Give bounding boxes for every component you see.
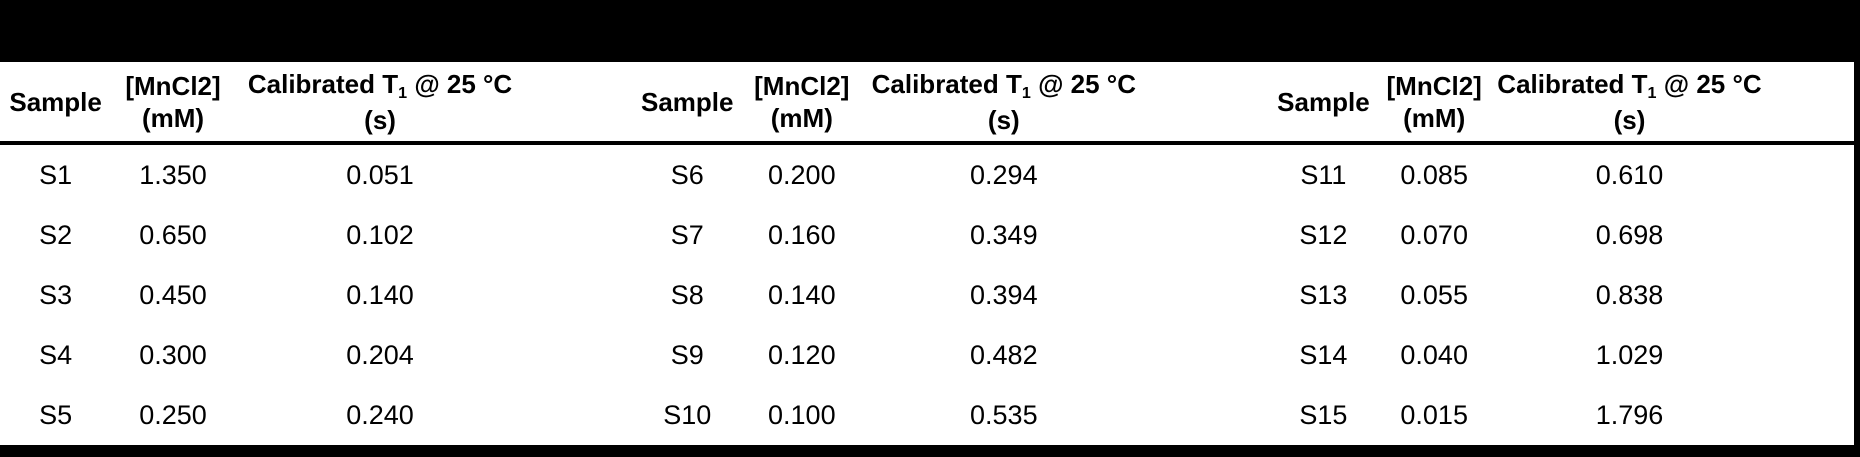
table-row: S1 1.350 0.051 xyxy=(0,145,618,205)
t1-subscript: 1 xyxy=(398,83,408,102)
col-header-sample: Sample xyxy=(641,86,734,117)
mncl2-cell: 0.120 xyxy=(768,339,836,370)
table-row: S13 0.055 0.838 xyxy=(1271,265,1854,325)
col-header-t1-line2: (s) xyxy=(1613,104,1646,135)
bottom-black-band xyxy=(0,445,1860,457)
sample-cell: S12 xyxy=(1299,219,1348,250)
col-header-mncl2-line1: [MnCl2] xyxy=(125,70,221,101)
header-group-3: Sample [MnCl2] (mM) Calibrated T1 @ 25 °… xyxy=(1236,62,1854,141)
mncl2-cell: 0.200 xyxy=(768,159,836,190)
t1-cell: 0.482 xyxy=(970,339,1038,370)
t1-cell: 0.610 xyxy=(1595,159,1664,190)
sample-cell: S11 xyxy=(1300,159,1347,190)
table-row: S3 0.450 0.140 xyxy=(0,265,618,325)
t1-cell: 0.838 xyxy=(1595,279,1664,310)
t1-cell: 1.029 xyxy=(1595,339,1664,370)
mncl2-cell: 0.300 xyxy=(139,339,207,370)
col-header-sample: Sample xyxy=(9,86,102,117)
mncl2-cell: 0.140 xyxy=(768,279,836,310)
table-header-row: Sample [MnCl2] (mM) Calibrated T1 @ 25 °… xyxy=(0,62,1860,145)
mncl2-cell: 0.450 xyxy=(139,279,207,310)
t1-cell: 0.051 xyxy=(346,159,414,190)
t1-subscript: 1 xyxy=(1021,83,1031,102)
col-header-mncl2-line2: (mM) xyxy=(1403,102,1466,133)
t1-cell: 0.204 xyxy=(346,339,414,370)
t1-cell: 0.349 xyxy=(970,219,1038,250)
header-group-2: Sample [MnCl2] (mM) Calibrated T1 @ 25 °… xyxy=(618,62,1236,141)
right-black-band xyxy=(1854,0,1860,457)
sample-cell: S1 xyxy=(39,159,73,190)
mncl2-cell: 0.040 xyxy=(1400,339,1468,370)
sample-cell: S13 xyxy=(1299,279,1348,310)
t1-cell: 0.240 xyxy=(346,399,414,430)
t1-cell: 0.102 xyxy=(346,219,414,250)
mncl2-cell: 0.085 xyxy=(1400,159,1468,190)
mncl2-cell: 0.015 xyxy=(1400,399,1468,430)
table-row: S6 0.200 0.294 xyxy=(633,145,1236,205)
col-header-mncl2-line2: (mM) xyxy=(141,102,205,133)
col-header-t1-line2: (s) xyxy=(364,104,396,135)
t1-subscript: 1 xyxy=(1647,83,1657,102)
sample-cell: S4 xyxy=(39,339,73,370)
table-row: S10 0.100 0.535 xyxy=(633,385,1236,445)
body-group-3: S11 0.085 0.610 S12 0.070 0.698 S13 0.055 0.838 S… xyxy=(1236,145,1854,445)
sample-cell: S6 xyxy=(670,159,704,190)
sample-cell: S8 xyxy=(670,279,704,310)
header-group-1: Sample [MnCl2] (mM) Calibrated T1 @ 25 °… xyxy=(0,62,618,141)
table-row: S5 0.250 0.240 xyxy=(0,385,618,445)
sample-cell: S14 xyxy=(1299,339,1348,370)
top-black-band xyxy=(0,0,1860,62)
sample-cell: S2 xyxy=(39,219,73,250)
sample-cell: S9 xyxy=(670,339,704,370)
sample-cell: S15 xyxy=(1299,399,1348,430)
sample-cell: S7 xyxy=(670,219,704,250)
table-row: S2 0.650 0.102 xyxy=(0,205,618,265)
col-header-sample: Sample xyxy=(1277,86,1370,117)
col-header-mncl2: [MnCl2] (mM) xyxy=(1376,70,1493,134)
mncl2-cell: 0.070 xyxy=(1400,219,1468,250)
mncl2-cell: 0.160 xyxy=(768,219,836,250)
col-header-t1-line2: (s) xyxy=(987,104,1020,135)
table-row: S7 0.160 0.349 xyxy=(633,205,1236,265)
col-header-t1-line1: Calibrated T1 @ 25 °C xyxy=(1497,68,1762,102)
col-header-mncl2: [MnCl2] (mM) xyxy=(111,70,235,134)
table-row: S8 0.140 0.394 xyxy=(633,265,1236,325)
t1-cell: 0.535 xyxy=(970,399,1038,430)
t1-cell: 0.394 xyxy=(970,279,1038,310)
body-group-2: S6 0.200 0.294 S7 0.160 0.349 S8 0.140 0.394 S9 0.… xyxy=(618,145,1236,445)
t1-cell: 0.294 xyxy=(970,159,1038,190)
mncl2-cell: 0.250 xyxy=(139,399,207,430)
table-row: S9 0.120 0.482 xyxy=(633,325,1236,385)
col-header-t1: Calibrated T1 @ 25 °C (s) xyxy=(1492,68,1766,136)
col-header-t1: Calibrated T1 @ 25 °C (s) xyxy=(862,68,1145,136)
mncl2-cell: 0.100 xyxy=(768,399,836,430)
body-group-1: S1 1.350 0.051 S2 0.650 0.102 S3 0.450 0.140 S4 0.… xyxy=(0,145,618,445)
mncl2-cell: 0.055 xyxy=(1400,279,1468,310)
sample-cell: S10 xyxy=(663,399,712,430)
col-header-mncl2: [MnCl2] (mM) xyxy=(742,70,863,134)
sample-cell: S5 xyxy=(39,399,73,430)
col-header-t1: Calibrated T1 @ 25 °C (s) xyxy=(235,68,525,136)
t1-cell: 0.140 xyxy=(346,279,414,310)
table-row: S14 0.040 1.029 xyxy=(1271,325,1854,385)
table-row: S15 0.015 1.796 xyxy=(1271,385,1854,445)
t1-cell: 0.698 xyxy=(1595,219,1664,250)
col-header-mncl2-line1: [MnCl2] xyxy=(754,70,850,101)
table-row: S12 0.070 0.698 xyxy=(1271,205,1854,265)
mncl2-cell: 1.350 xyxy=(139,159,207,190)
table-body: S1 1.350 0.051 S2 0.650 0.102 S3 0.450 0.140 S4 0.… xyxy=(0,145,1860,445)
col-header-mncl2-line2: (mM) xyxy=(770,102,833,133)
table-row: S4 0.300 0.204 xyxy=(0,325,618,385)
table-row: S11 0.085 0.610 xyxy=(1271,145,1854,205)
col-header-t1-line1: Calibrated T1 @ 25 °C xyxy=(871,68,1136,102)
t1-cell: 1.796 xyxy=(1595,399,1664,430)
col-header-t1-line1: Calibrated T1 @ 25 °C xyxy=(247,68,513,102)
col-header-mncl2-line1: [MnCl2] xyxy=(1386,70,1482,101)
mncl2-cell: 0.650 xyxy=(139,219,207,250)
sample-cell: S3 xyxy=(39,279,73,310)
